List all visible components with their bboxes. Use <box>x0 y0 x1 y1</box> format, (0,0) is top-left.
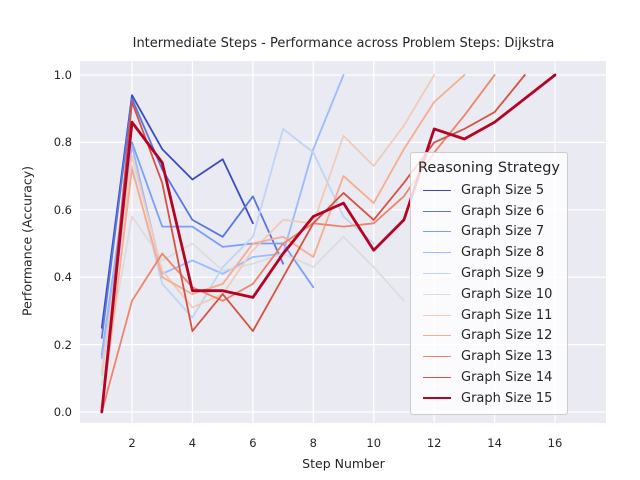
legend-item: Graph Size 10 <box>411 284 567 305</box>
legend-line-swatch <box>423 189 451 191</box>
x-tick-label: 14 <box>487 436 502 450</box>
series-line-graph-size-12 <box>100 74 466 413</box>
x-tick-label: 10 <box>366 436 382 450</box>
legend-label: Graph Size 10 <box>461 286 553 302</box>
legend-item: Graph Size 14 <box>411 367 567 388</box>
legend-item: Graph Size 6 <box>411 201 567 222</box>
y-tick-label: 0.8 <box>53 135 72 150</box>
y-tick-label: 1.0 <box>53 68 72 82</box>
x-tick-label: 16 <box>547 436 563 450</box>
legend-label: Graph Size 15 <box>461 390 553 406</box>
legend-line-swatch <box>423 314 451 316</box>
legend-item: Graph Size 13 <box>411 346 567 367</box>
legend-line-swatch <box>423 377 451 379</box>
series-line-graph-size-10 <box>100 215 405 386</box>
y-tick-label: 0.2 <box>53 337 72 352</box>
x-axis-label: Step Number <box>302 456 385 471</box>
legend-label: Graph Size 11 <box>461 307 553 323</box>
series-line-graph-size-8 <box>100 74 345 360</box>
legend-label: Graph Size 9 <box>461 266 545 282</box>
legend-line-swatch <box>423 397 451 400</box>
x-tick-label: 12 <box>426 436 442 450</box>
series-line-graph-size-6 <box>100 97 285 339</box>
series-line-graph-size-15 <box>100 73 557 414</box>
x-tick-label: 4 <box>188 436 197 450</box>
legend-line-swatch <box>423 335 451 337</box>
legend-item: Graph Size 8 <box>411 242 567 263</box>
y-axis-label: Performance (Accuracy) <box>19 165 35 317</box>
y-tick-label: 0.6 <box>53 202 72 217</box>
legend-item: Graph Size 5 <box>411 180 567 201</box>
legend-line-swatch <box>423 293 451 295</box>
x-tick-label: 6 <box>249 436 257 450</box>
legend-items: Graph Size 5 Graph Size 6 Graph Size 7 Grap… <box>411 180 567 409</box>
legend-item: Graph Size 15 <box>411 388 567 409</box>
y-tick-label: 0.4 <box>53 270 72 285</box>
chart-title: Intermediate Steps - Performance across … <box>132 36 555 51</box>
series-line-graph-size-11 <box>100 74 436 373</box>
x-tick-label: 8 <box>309 436 317 450</box>
legend-label: Graph Size 6 <box>461 203 545 219</box>
legend-item: Graph Size 9 <box>411 263 567 284</box>
legend-line-swatch <box>423 231 451 233</box>
legend-line-swatch <box>423 273 451 275</box>
series-line-graph-size-7 <box>100 141 315 356</box>
legend-label: Graph Size 8 <box>461 245 545 261</box>
legend-title: Reasoning Strategy <box>417 160 560 176</box>
legend-box: Reasoning Strategy Graph Size 5 Graph Siz… <box>410 152 568 415</box>
legend-label: Graph Size 12 <box>461 328 553 344</box>
legend-line-swatch <box>423 252 451 254</box>
legend-item: Graph Size 12 <box>411 326 567 347</box>
legend-label: Graph Size 7 <box>461 224 545 240</box>
legend-label: Graph Size 14 <box>461 370 553 386</box>
series-line-graph-size-14 <box>100 74 526 413</box>
legend-label: Graph Size 13 <box>461 349 553 365</box>
legend-line-swatch <box>423 356 451 358</box>
y-tick-label: 0.0 <box>53 405 72 419</box>
legend-label: Graph Size 5 <box>461 182 545 198</box>
x-tick-label: 2 <box>128 436 136 450</box>
legend-item: Graph Size 11 <box>411 305 567 326</box>
legend-item: Graph Size 7 <box>411 222 567 243</box>
legend-line-swatch <box>423 210 451 212</box>
